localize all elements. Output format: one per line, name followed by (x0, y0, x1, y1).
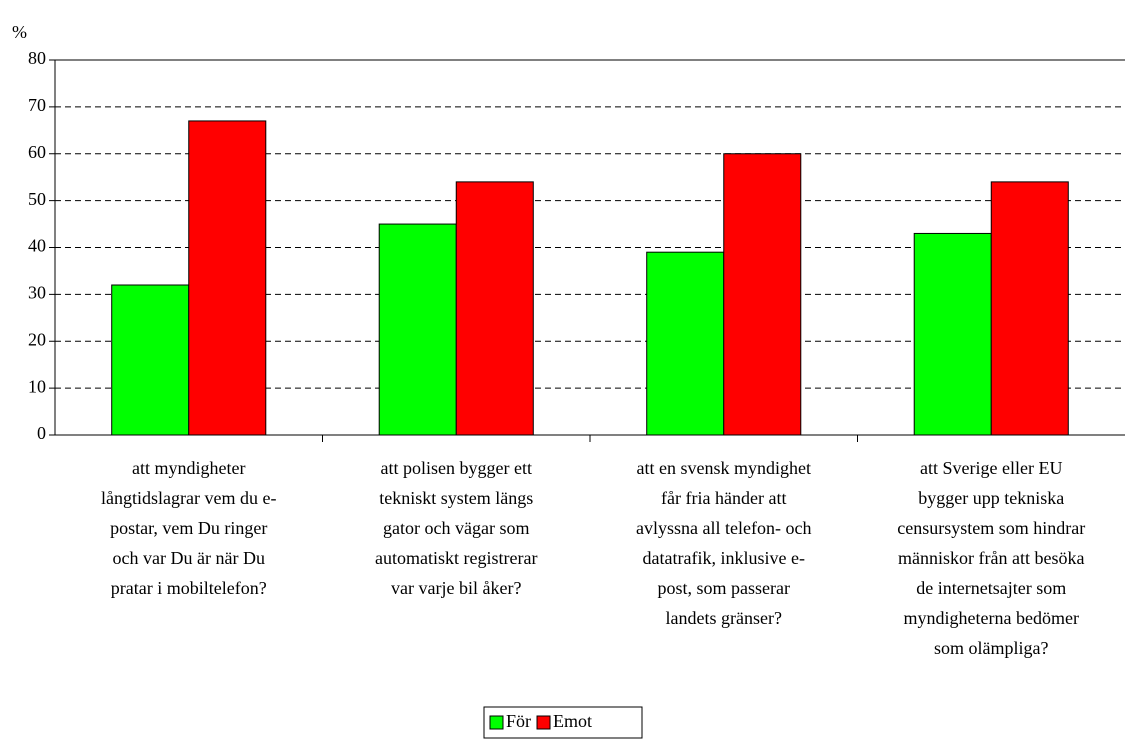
legend-label: Emot (553, 711, 592, 731)
y-tick-label: 40 (28, 236, 46, 256)
bar (111, 284, 190, 436)
y-tick-label: 0 (37, 423, 46, 443)
x-tick-label: bygger upp tekniska (918, 488, 1064, 508)
x-tick-label: att polisen bygger ett (381, 458, 532, 478)
x-tick-label: gator och vägar som (383, 518, 529, 538)
x-tick-label: tekniskt system längs (379, 488, 533, 508)
bar (646, 251, 725, 436)
x-tick-label: landets gränser? (666, 608, 782, 628)
legend-box (483, 706, 643, 739)
x-tick-label: postar, vem Du ringer (110, 518, 267, 538)
x-tick-label: att en svensk myndighet (637, 458, 811, 478)
bar (378, 223, 457, 436)
legend-swatch (536, 715, 551, 730)
x-tick-label: och var Du är när Du (113, 548, 265, 568)
x-tick-label: pratar i mobiltelefon? (111, 578, 267, 598)
bar (188, 120, 267, 436)
x-tick-label: långtidslagrar vem du e- (101, 488, 276, 508)
bar (455, 181, 534, 436)
x-tick-label: att Sverige eller EU (920, 458, 1062, 478)
y-tick-label: 10 (28, 376, 46, 396)
x-tick-label: att myndigheter (132, 458, 245, 478)
x-tick-label: får fria händer att (661, 488, 786, 508)
x-tick-label: censursystem som hindrar (897, 518, 1085, 538)
y-tick-label: 80 (28, 48, 46, 68)
legend-label: För (506, 711, 531, 731)
legend-swatch (489, 715, 504, 730)
y-tick-label: 50 (28, 189, 46, 209)
y-tick-label: 20 (28, 329, 46, 349)
bar (990, 181, 1069, 436)
bar (723, 153, 802, 436)
y-tick-label: 70 (28, 95, 46, 115)
x-tick-label: myndigheterna bedömer (904, 608, 1079, 628)
x-tick-label: automatiskt registrerar (375, 548, 537, 568)
x-tick-label: post, som passerar (658, 578, 790, 598)
y-axis-label: % (12, 22, 27, 42)
x-tick-label: var varje bil åker? (391, 578, 521, 598)
x-tick-label: de internetsajter som (916, 578, 1066, 598)
x-tick-label: avlyssna all telefon- och (636, 518, 811, 538)
y-tick-label: 30 (28, 283, 46, 303)
x-tick-label: som olämpliga? (934, 638, 1048, 658)
x-tick-label: människor från att besöka (898, 548, 1084, 568)
x-tick-label: datatrafik, inklusive e- (643, 548, 805, 568)
y-tick-label: 60 (28, 142, 46, 162)
bar (913, 232, 992, 436)
